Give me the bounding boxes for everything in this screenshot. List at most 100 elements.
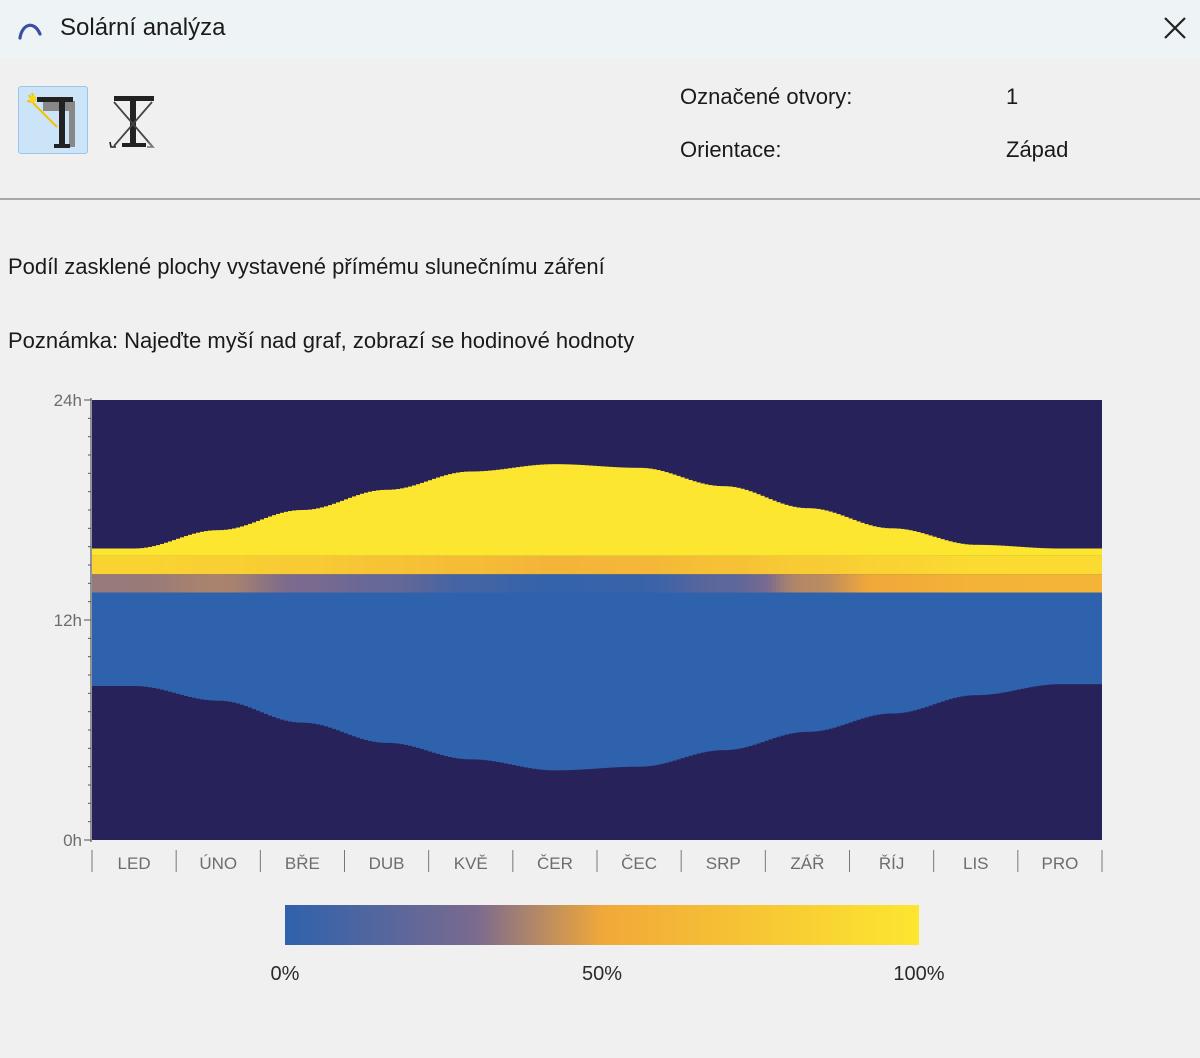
heatmap-cell[interactable] [1080,548,1085,556]
heatmap-cell[interactable] [600,466,605,556]
heatmap-cell[interactable] [300,555,305,575]
heatmap-cell[interactable] [864,555,869,575]
heatmap-cell[interactable] [760,592,765,743]
heatmap-cell[interactable] [296,555,301,575]
heatmap-cell[interactable] [424,481,429,556]
heatmap-cell[interactable] [948,541,953,556]
heatmap-cell[interactable] [600,592,605,769]
heatmap-cell[interactable] [136,555,141,575]
solar-heatmap-chart[interactable]: 24h 12h 0h LED ÚNO BŘE DUB KVĚ ČER ČEC SRP ZÁŘ ŘÍJ L… [0,380,1200,1000]
heatmap-cell[interactable] [336,502,341,556]
heatmap-cell[interactable] [528,555,533,575]
heatmap-cell[interactable] [916,592,921,710]
heatmap-cell[interactable] [112,555,117,575]
heatmap-cell[interactable] [92,574,97,593]
heatmap-cell[interactable] [416,555,421,575]
heatmap-cell[interactable] [104,592,109,687]
heatmap-cell[interactable] [948,555,953,575]
heatmap-cell[interactable] [236,592,241,704]
heatmap-cell[interactable] [348,574,353,593]
heatmap-cell[interactable] [172,592,177,693]
heatmap-cell[interactable] [920,533,925,556]
close-button[interactable] [1150,5,1198,51]
heatmap-cell[interactable] [952,592,957,699]
heatmap-cell[interactable] [1060,548,1065,556]
heatmap-cell[interactable] [556,592,561,771]
heatmap-cell[interactable] [564,464,569,556]
heatmap-cell[interactable] [552,592,557,771]
heatmap-cell[interactable] [136,548,141,556]
heatmap-cell[interactable] [104,574,109,593]
heatmap-cell[interactable] [252,574,257,593]
heatmap-cell[interactable] [1032,555,1037,575]
heatmap-cell[interactable] [812,555,817,575]
heatmap-cell[interactable] [128,555,133,575]
heatmap-cell[interactable] [588,574,593,593]
heatmap-cell[interactable] [636,467,641,556]
heatmap-cell[interactable] [256,574,261,593]
heatmap-cell[interactable] [700,555,705,575]
heatmap-cell[interactable] [1092,592,1097,685]
heatmap-cell[interactable] [792,574,797,593]
heatmap-cell[interactable] [224,529,229,556]
heatmap-cell[interactable] [1052,592,1057,685]
heatmap-cell[interactable] [1028,574,1033,593]
heatmap-cell[interactable] [820,592,825,731]
heatmap-cell[interactable] [996,555,1001,575]
heatmap-cell[interactable] [188,555,193,575]
heatmap-cell[interactable] [232,555,237,575]
sun-exposure-button[interactable] [18,86,88,154]
heatmap-cell[interactable] [592,592,597,769]
heatmap-cell[interactable] [504,555,509,575]
heatmap-cell[interactable] [524,466,529,556]
heatmap-cell[interactable] [928,535,933,556]
heatmap-cell[interactable] [204,555,209,575]
heatmap-cell[interactable] [968,574,973,593]
heatmap-cell[interactable] [420,555,425,575]
heatmap-cell[interactable] [1020,546,1025,556]
heatmap-cell[interactable] [292,555,297,575]
heatmap-cell[interactable] [812,508,817,556]
heatmap-cell[interactable] [872,574,877,593]
heatmap-cell[interactable] [688,592,693,756]
heatmap-cell[interactable] [508,468,513,556]
heatmap-cell[interactable] [388,489,393,556]
heatmap-cell[interactable] [540,464,545,556]
heatmap-cell[interactable] [804,592,809,732]
heatmap-cell[interactable] [936,592,941,703]
heatmap-cell[interactable] [1064,555,1069,575]
heatmap-cell[interactable] [1068,548,1073,556]
heatmap-cell[interactable] [540,592,545,770]
heatmap-cell[interactable] [1004,545,1009,556]
heatmap-cell[interactable] [888,555,893,575]
heatmap-cell[interactable] [516,467,521,556]
heatmap-cell[interactable] [1016,555,1021,575]
heatmap-cell[interactable] [736,555,741,575]
heatmap-cell[interactable] [180,555,185,575]
heatmap-cell[interactable] [260,519,265,556]
heatmap-cell[interactable] [1044,592,1049,685]
heatmap-cell[interactable] [144,555,149,575]
heatmap-cell[interactable] [316,508,321,556]
heatmap-cell[interactable] [420,574,425,593]
heatmap-cell[interactable] [196,555,201,575]
heatmap-cell[interactable] [220,530,225,556]
heatmap-cell[interactable] [1016,592,1021,690]
heatmap-cell[interactable] [904,555,909,575]
heatmap-cell[interactable] [192,574,197,593]
heatmap-cell[interactable] [692,555,697,575]
heatmap-cell[interactable] [196,592,201,699]
heatmap-cell[interactable] [824,574,829,593]
heatmap-cell[interactable] [200,531,205,556]
heatmap-cell[interactable] [680,555,685,575]
heatmap-cell[interactable] [100,555,105,575]
heatmap-cell[interactable] [1024,555,1029,575]
heatmap-cell[interactable] [512,555,517,575]
heatmap-cell[interactable] [548,464,553,556]
heatmap-cell[interactable] [148,546,153,556]
heatmap-cell[interactable] [136,592,141,687]
heatmap-cell[interactable] [592,574,597,593]
heatmap-cell[interactable] [896,574,901,593]
heatmap-cell[interactable] [132,574,137,593]
heatmap-cell[interactable] [956,592,961,698]
